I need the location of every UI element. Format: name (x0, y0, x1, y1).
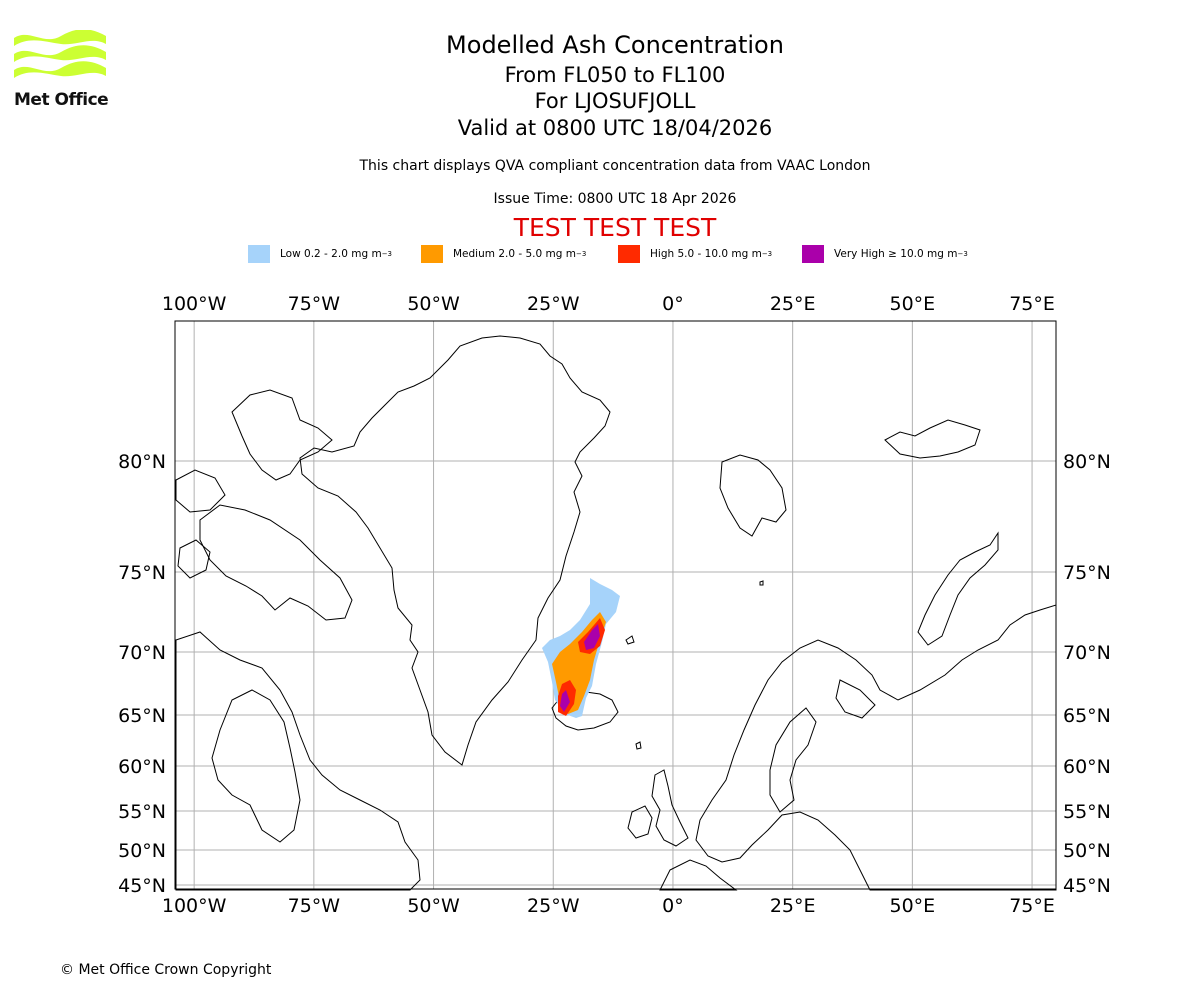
volcano-name: For LJOSUFJOLL (534, 89, 696, 113)
longitude-label-top: 0° (662, 293, 684, 315)
valid-time: Valid at 0800 UTC 18/04/2026 (457, 116, 773, 140)
chart-title: Modelled Ash Concentration (446, 31, 784, 59)
baltic-coast (769, 707, 817, 813)
longitude-label-top: 50°E (890, 293, 936, 315)
chart-description: This chart displays QVA compliant concen… (359, 158, 871, 174)
longitude-label-top: 50°W (407, 293, 460, 315)
legend-medium-label: Medium 2.0 - 5.0 mg m (453, 248, 576, 260)
map-gridlines (175, 321, 1056, 889)
canada-coast (175, 631, 421, 891)
legend-medium-swatch (421, 245, 443, 263)
longitude-label-top: 25°W (527, 293, 580, 315)
legend-low-unit: −3 (381, 250, 393, 258)
latitude-label-right: 65°N (1063, 705, 1111, 727)
scandinavia-coast (695, 604, 1057, 891)
bjornoya-coast (759, 580, 764, 586)
latitude-label-left: 50°N (118, 840, 166, 862)
copyright-notice: © Met Office Crown Copyright (60, 962, 272, 978)
longitude-label-bottom: 100°W (162, 895, 227, 917)
legend-very-high-unit: −3 (957, 250, 968, 258)
longitude-label-bottom: 50°W (407, 895, 460, 917)
latitude-label-right: 45°N (1063, 875, 1111, 897)
latitude-label-right: 75°N (1063, 562, 1111, 584)
longitude-label-bottom: 25°W (527, 895, 580, 917)
white-sea-coast (835, 679, 876, 719)
longitude-label-top: 25°E (770, 293, 816, 315)
longitude-label-top: 100°W (162, 293, 227, 315)
greenland-coast (299, 335, 611, 766)
test-banner: TEST TEST TEST (513, 213, 717, 242)
longitude-label-top: 75°W (288, 293, 341, 315)
longitude-label-top: 75°E (1009, 293, 1055, 315)
novaya-zemlya-coast (917, 531, 999, 646)
latitude-label-left: 60°N (118, 756, 166, 778)
ellesmere-coast (231, 389, 333, 481)
latitude-label-left: 65°N (118, 705, 166, 727)
latitude-label-right: 50°N (1063, 840, 1111, 862)
legend-high-label: High 5.0 - 10.0 mg m (650, 248, 762, 260)
legend-very-high-swatch (802, 245, 824, 263)
legend-low-label: Low 0.2 - 2.0 mg m (280, 248, 382, 260)
latitude-label-right: 55°N (1063, 801, 1111, 823)
latitude-label-left: 55°N (118, 801, 166, 823)
franz-josef-coast (884, 419, 981, 459)
map-frame (174, 320, 1057, 890)
faroe-coast (635, 741, 642, 750)
issue-time: Issue Time: 0800 UTC 18 Apr 2026 (493, 191, 737, 207)
legend-medium-unit: −3 (575, 250, 587, 258)
latitude-label-right: 70°N (1063, 642, 1111, 664)
svalbard-coast (719, 454, 787, 537)
longitude-label-bottom: 75°E (1009, 895, 1055, 917)
met-office-logo-text: Met Office (14, 90, 109, 110)
latitude-label-left: 45°N (118, 875, 166, 897)
met-office-logo: Met Office (14, 29, 109, 112)
latitude-label-right: 80°N (1063, 451, 1111, 473)
ireland-coast (627, 805, 653, 839)
baffin-coast (199, 504, 353, 621)
longitude-label-bottom: 75°W (288, 895, 341, 917)
arctic-island-2 (177, 539, 211, 579)
latitude-label-left: 80°N (118, 451, 166, 473)
legend-very-high-label: Very High ≥ 10.0 mg m (834, 248, 958, 260)
hudson-bay-coast (211, 689, 301, 843)
axis-labels: 100°W 100°W 75°W 75°W 50°W 50°W 25°W 25°W 0° 0° 25… (118, 293, 1111, 917)
legend-medium: Medium 2.0 - 5.0 mg m −3 (421, 244, 586, 264)
legend-very-high: Very High ≥ 10.0 mg m −3 (802, 244, 968, 264)
legend-high-swatch (618, 245, 640, 263)
legend-high: High 5.0 - 10.0 mg m −3 (618, 244, 772, 264)
latitude-label-left: 75°N (118, 562, 166, 584)
longitude-label-bottom: 50°E (890, 895, 936, 917)
latitude-label-right: 60°N (1063, 756, 1111, 778)
ash-very-high-region-north (584, 624, 600, 650)
legend-low-swatch (248, 245, 270, 263)
jan-mayen-coast (625, 635, 635, 645)
latitude-label-left: 70°N (118, 642, 166, 664)
france-coast (659, 859, 738, 891)
arctic-island-1 (175, 469, 226, 513)
legend-high-unit: −3 (761, 250, 773, 258)
longitude-label-bottom: 0° (662, 895, 684, 917)
ash-plume (542, 578, 620, 718)
coastlines (175, 335, 1057, 891)
met-office-waves-icon (14, 29, 106, 78)
great-britain-coast (651, 769, 689, 847)
ash-very-high-region-south (560, 690, 570, 712)
longitude-label-bottom: 25°E (770, 895, 816, 917)
legend-low: Low 0.2 - 2.0 mg m −3 (248, 244, 392, 264)
flight-level-range: From FL050 to FL100 (504, 63, 726, 87)
